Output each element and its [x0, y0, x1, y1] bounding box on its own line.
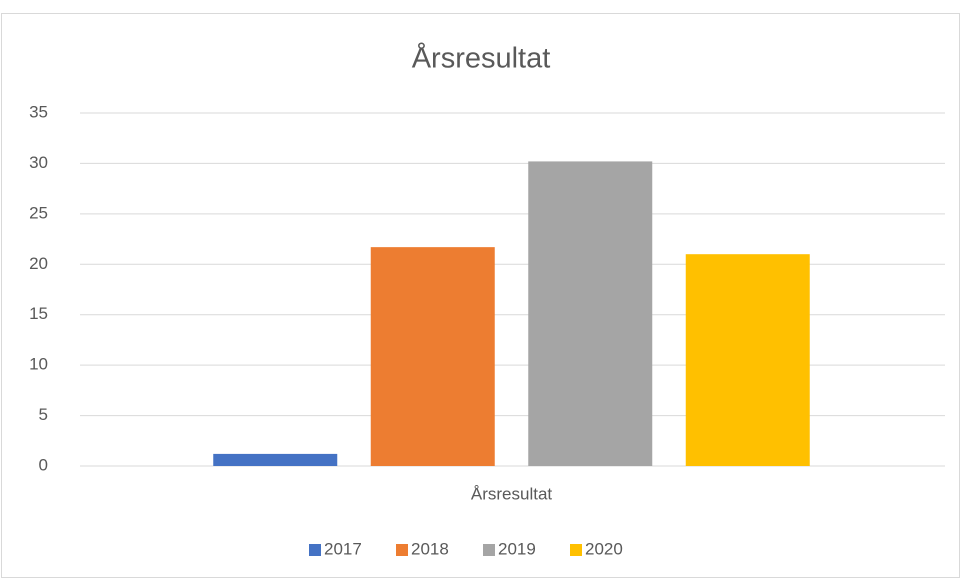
legend-label: 2017 — [324, 539, 362, 558]
legend-label: 2019 — [498, 539, 536, 558]
bar — [685, 254, 810, 466]
legend-swatch — [396, 544, 408, 556]
bar — [213, 453, 338, 466]
y-tick-label: 5 — [39, 405, 48, 424]
y-tick-label: 15 — [29, 304, 48, 323]
y-tick-label: 30 — [29, 153, 48, 172]
legend-swatch — [570, 544, 582, 556]
bar — [370, 247, 495, 466]
y-tick-label: 0 — [39, 455, 48, 474]
y-tick-label: 25 — [29, 203, 48, 222]
legend-swatch — [309, 544, 321, 556]
bar — [528, 161, 653, 466]
chart-title: Årsresultat — [412, 42, 551, 75]
legend-label: 2020 — [585, 539, 623, 558]
y-tick-label: 20 — [29, 254, 48, 273]
legend-swatch — [483, 544, 495, 556]
y-tick-label: 10 — [29, 355, 48, 374]
legend-label: 2018 — [411, 539, 449, 558]
y-tick-label: 35 — [29, 102, 48, 121]
x-tick-label: Årsresultat — [471, 484, 553, 503]
